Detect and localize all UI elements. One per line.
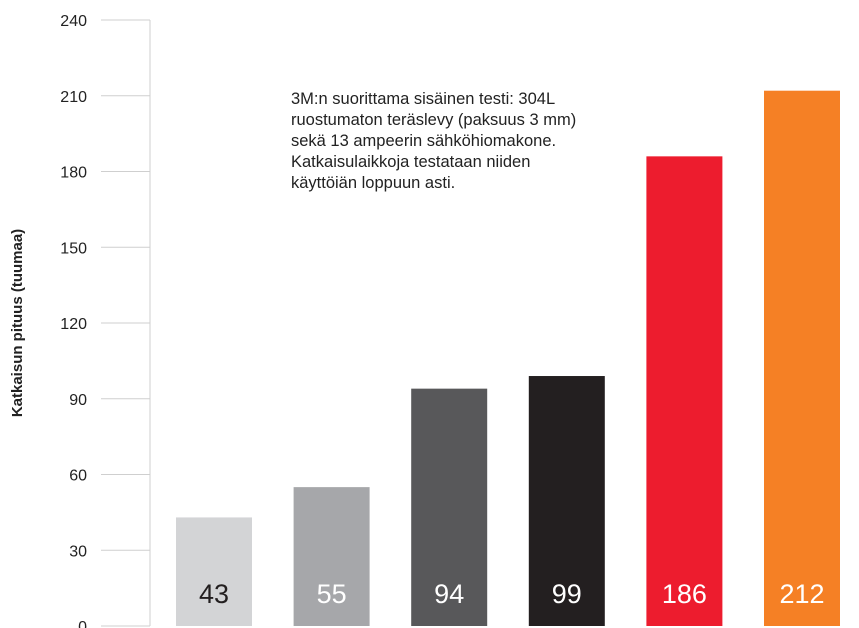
annotation-line: käyttöiän loppuun asti. — [291, 174, 456, 192]
bar — [411, 388, 488, 626]
y-tick-label: 240 — [60, 13, 87, 30]
y-tick-label: 0 — [78, 619, 87, 628]
y-tick-label: 180 — [60, 165, 87, 182]
y-tick-label: 120 — [60, 316, 87, 333]
y-tick-label: 30 — [69, 543, 87, 560]
y-tick-label: 60 — [69, 468, 87, 485]
value-labels: 43 55 94 99 186 212 — [199, 579, 825, 609]
annotation-line: sekä 13 ampeerin sähköhiomakone. — [291, 132, 557, 150]
y-axis-label: Katkaisun pituus (tuumaa) — [9, 229, 26, 417]
bar — [528, 376, 605, 626]
bar — [646, 156, 723, 626]
annotation-line: ruostumaton teräslevy (paksuus 3 mm) — [291, 111, 577, 129]
annotation-line: Katkaisulaikkoja testataan niiden — [291, 153, 531, 171]
test-annotation: 3M:n suorittama sisäinen testi: 304L ruo… — [291, 89, 671, 194]
bar — [176, 517, 252, 626]
bar-value-label: 186 — [662, 579, 707, 609]
y-tick-label: 90 — [69, 392, 87, 409]
bar-value-label: 55 — [317, 579, 347, 609]
bars — [176, 90, 840, 626]
y-tick-label: 210 — [60, 89, 87, 106]
y-tick-label: 150 — [60, 240, 87, 257]
bar — [293, 487, 370, 626]
bar-value-label: 212 — [779, 579, 824, 609]
bar-value-label: 43 — [199, 579, 229, 609]
bar-value-label: 99 — [552, 579, 582, 609]
bar-value-label: 94 — [434, 579, 464, 609]
y-axis: 0 30 60 90 120 150 180 210 240 — [60, 13, 151, 628]
annotation-line: 3M:n suorittama sisäinen testi: 304L — [291, 90, 556, 108]
bar — [764, 90, 840, 626]
